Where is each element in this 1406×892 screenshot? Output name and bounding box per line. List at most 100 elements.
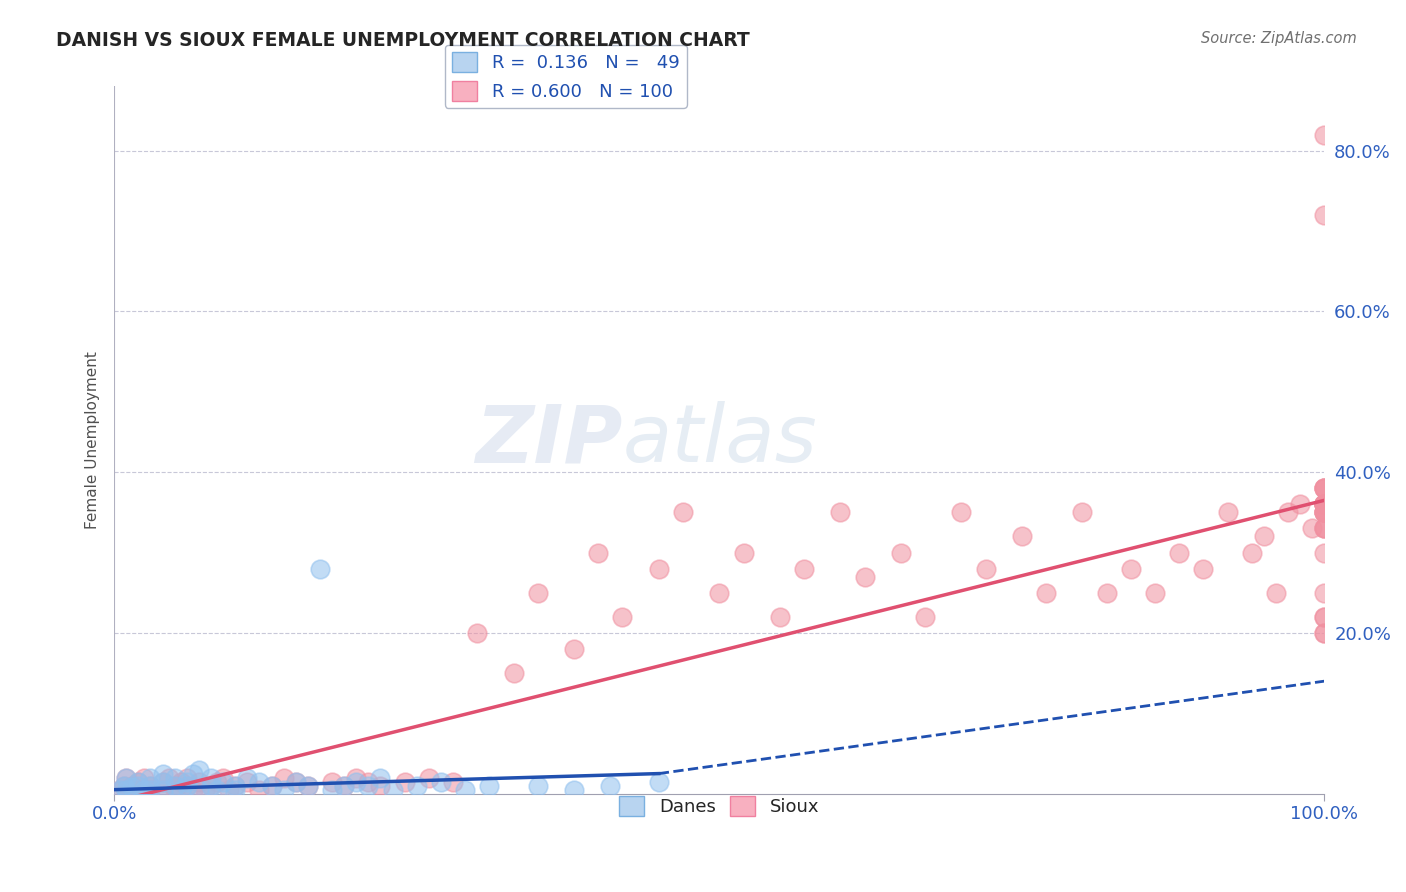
Point xyxy=(612,610,634,624)
Point xyxy=(176,774,198,789)
Text: Source: ZipAtlas.com: Source: ZipAtlas.com xyxy=(1201,31,1357,46)
Point xyxy=(152,766,174,780)
Point xyxy=(672,505,695,519)
Point xyxy=(1313,521,1336,535)
Point xyxy=(205,782,228,797)
Point xyxy=(187,774,209,789)
Point xyxy=(1216,505,1239,519)
Point xyxy=(430,774,453,789)
Point xyxy=(478,779,501,793)
Point xyxy=(1095,585,1118,599)
Point xyxy=(309,561,332,575)
Point xyxy=(1313,497,1336,511)
Point xyxy=(110,782,132,797)
Point xyxy=(176,779,198,793)
Point xyxy=(218,782,240,797)
Point xyxy=(830,505,852,519)
Point xyxy=(333,779,356,793)
Point xyxy=(1313,545,1336,559)
Point xyxy=(1313,497,1336,511)
Point xyxy=(394,774,416,789)
Point xyxy=(502,666,524,681)
Point xyxy=(853,569,876,583)
Point xyxy=(139,782,162,797)
Point xyxy=(1313,505,1336,519)
Point xyxy=(236,771,259,785)
Point xyxy=(152,774,174,789)
Point xyxy=(115,782,138,797)
Point xyxy=(297,779,319,793)
Point xyxy=(648,561,671,575)
Point xyxy=(157,771,180,785)
Point xyxy=(127,774,149,789)
Point xyxy=(260,779,283,793)
Point xyxy=(648,774,671,789)
Point xyxy=(733,545,755,559)
Point xyxy=(224,782,246,797)
Point xyxy=(200,779,222,793)
Point xyxy=(284,774,307,789)
Point xyxy=(273,771,295,785)
Point xyxy=(127,779,149,793)
Point xyxy=(170,782,193,797)
Point xyxy=(344,774,367,789)
Point xyxy=(260,779,283,793)
Point xyxy=(176,779,198,793)
Point xyxy=(212,774,235,789)
Point xyxy=(134,771,156,785)
Point xyxy=(1313,497,1336,511)
Point xyxy=(152,782,174,797)
Point xyxy=(1301,521,1323,535)
Point xyxy=(357,779,380,793)
Point xyxy=(163,779,186,793)
Point xyxy=(599,779,621,793)
Point xyxy=(163,771,186,785)
Point xyxy=(297,779,319,793)
Point xyxy=(205,774,228,789)
Legend: Danes, Sioux: Danes, Sioux xyxy=(612,789,827,823)
Point xyxy=(1192,561,1215,575)
Point xyxy=(1313,610,1336,624)
Point xyxy=(914,610,936,624)
Point xyxy=(370,771,392,785)
Point xyxy=(321,774,343,789)
Point xyxy=(370,779,392,793)
Point xyxy=(1313,128,1336,142)
Point xyxy=(1313,497,1336,511)
Point xyxy=(344,771,367,785)
Point xyxy=(974,561,997,575)
Point xyxy=(588,545,610,559)
Text: ZIP: ZIP xyxy=(475,401,623,479)
Point xyxy=(236,774,259,789)
Point xyxy=(709,585,731,599)
Point xyxy=(194,782,217,797)
Point xyxy=(1313,497,1336,511)
Point xyxy=(163,779,186,793)
Point xyxy=(224,779,246,793)
Point xyxy=(1168,545,1191,559)
Point xyxy=(454,782,477,797)
Point xyxy=(121,779,143,793)
Point xyxy=(127,774,149,789)
Point xyxy=(134,782,156,797)
Point xyxy=(273,782,295,797)
Point xyxy=(1011,529,1033,543)
Point xyxy=(163,782,186,797)
Point xyxy=(249,774,271,789)
Point xyxy=(1313,481,1336,495)
Point xyxy=(284,774,307,789)
Point xyxy=(249,782,271,797)
Point xyxy=(357,774,380,789)
Point xyxy=(1313,521,1336,535)
Point xyxy=(321,782,343,797)
Point xyxy=(769,610,792,624)
Point xyxy=(1289,497,1312,511)
Point xyxy=(1313,481,1336,495)
Point xyxy=(1313,481,1336,495)
Point xyxy=(152,782,174,797)
Point xyxy=(112,779,135,793)
Point xyxy=(381,782,404,797)
Point xyxy=(1143,585,1166,599)
Point xyxy=(405,779,427,793)
Point xyxy=(121,780,143,795)
